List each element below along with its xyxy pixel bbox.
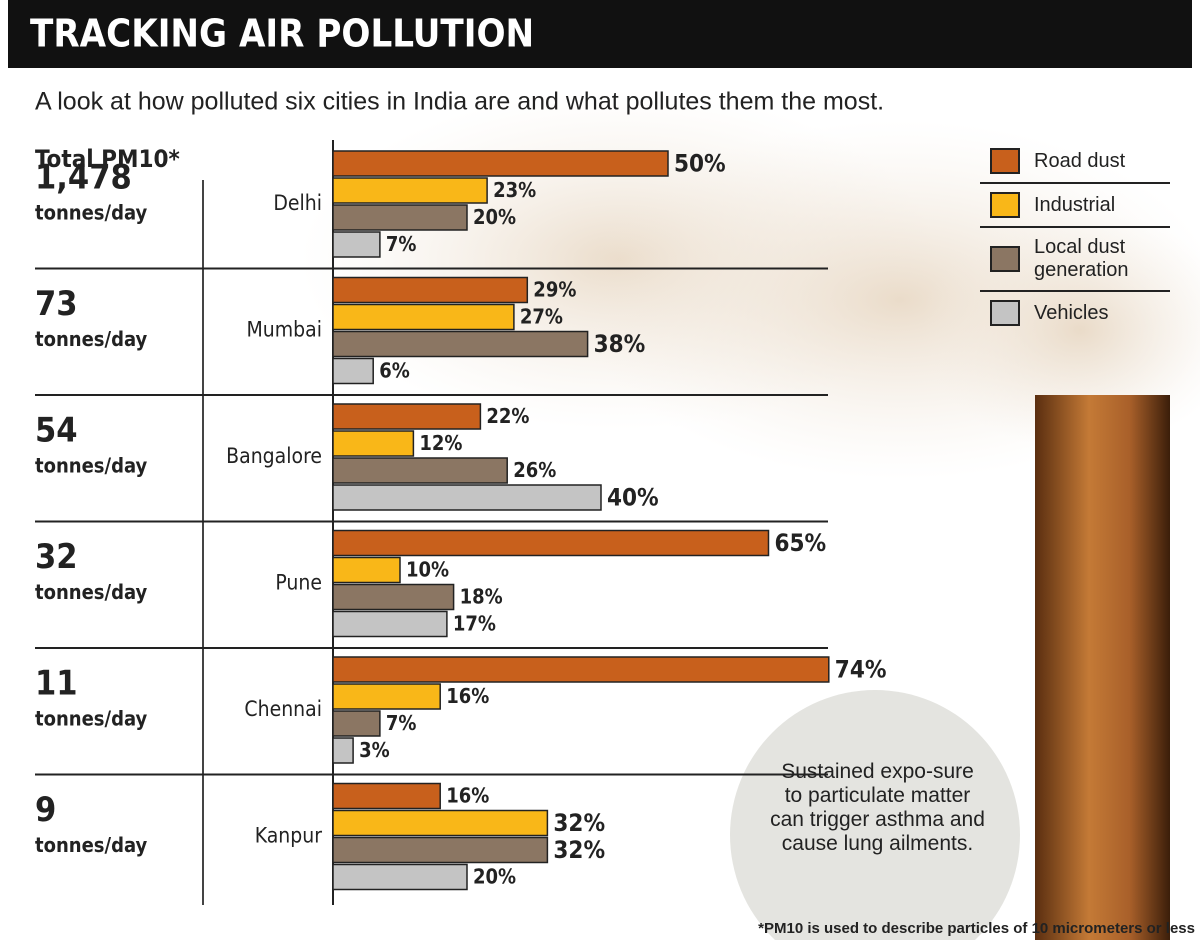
city-label: Mumbai [246, 318, 322, 342]
value-label: 20% [473, 865, 516, 889]
bar [332, 836, 549, 864]
legend-swatch [990, 148, 1020, 174]
value-label: 27% [520, 305, 563, 329]
legend-label: Road dust [1034, 149, 1126, 172]
chart-title: TRACKING AIR POLLUTION [30, 12, 534, 56]
bar [332, 357, 374, 385]
bar [332, 556, 401, 584]
value-label: 26% [513, 458, 556, 482]
city-label: Kanpur [255, 824, 323, 848]
legend-item: Road dust [980, 140, 1170, 184]
value-label: 38% [594, 330, 646, 358]
value-label: 12% [419, 431, 462, 455]
bar [332, 430, 415, 457]
total-unit: tonnes/day [35, 833, 147, 857]
legend: Road dust Industrial Local dust generation… [980, 140, 1170, 334]
total-value: 32 [35, 537, 78, 577]
annotation: Sustained expo-sure to particulate matte… [770, 760, 985, 855]
legend-label: Local dust generation [1034, 236, 1129, 281]
value-label: 17% [453, 612, 496, 636]
bar [332, 303, 515, 331]
total-unit: tonnes/day [35, 707, 147, 731]
bar [332, 809, 549, 837]
value-label: 6% [379, 359, 410, 383]
value-label: 32% [553, 809, 605, 837]
legend-item: Vehicles [980, 292, 1170, 334]
bar [332, 457, 508, 484]
value-label: 18% [460, 585, 503, 609]
total-value: 73 [35, 284, 78, 324]
legend-label: Industrial [1034, 193, 1116, 216]
totals-label: Total PM10* [35, 145, 180, 173]
bar [332, 177, 488, 204]
value-label: 74% [835, 656, 887, 684]
subtitle: A look at how polluted six cities in Ind… [35, 88, 884, 116]
legend-swatch [990, 192, 1020, 218]
total-unit: tonnes/day [35, 201, 147, 225]
value-label: 7% [386, 711, 417, 735]
value-label: 3% [359, 738, 390, 762]
footnote: *PM10 is used to describe particles of 1… [758, 920, 1195, 937]
bar [332, 710, 381, 737]
legend-item: Industrial [980, 184, 1170, 228]
total-unit: tonnes/day [35, 580, 147, 604]
total-value: 11 [35, 664, 78, 704]
value-label: 22% [486, 404, 529, 428]
total-unit: tonnes/day [35, 454, 147, 478]
chimney [1035, 395, 1170, 940]
value-label: 40% [607, 484, 659, 512]
value-label: 20% [473, 205, 516, 229]
header-bar [8, 0, 1192, 68]
total-value: 54 [35, 411, 78, 451]
bar [332, 863, 468, 891]
bar [332, 150, 669, 177]
value-label: 32% [553, 836, 605, 864]
legend-label: Vehicles [1034, 301, 1109, 324]
value-label: 16% [446, 784, 489, 808]
legend-item: Local dust generation [980, 228, 1170, 292]
bar [332, 276, 529, 304]
bar [332, 231, 381, 258]
legend-swatch [990, 246, 1020, 272]
bar [332, 484, 602, 511]
bar [332, 403, 482, 430]
value-label: 7% [386, 232, 417, 256]
bar [332, 330, 589, 358]
value-label: 50% [674, 150, 726, 178]
total-value: 1,478 [35, 158, 132, 198]
value-label: 23% [493, 178, 536, 202]
bar [332, 610, 448, 638]
bar [332, 529, 770, 557]
total-unit: tonnes/day [35, 327, 147, 351]
bar [332, 683, 441, 710]
value-label: 10% [406, 558, 449, 582]
value-label: 65% [775, 529, 827, 557]
legend-swatch [990, 300, 1020, 326]
city-label: Delhi [273, 191, 322, 215]
total-value: 9 [35, 790, 56, 830]
value-label: 29% [533, 278, 576, 302]
city-label: Pune [275, 571, 322, 595]
bar [332, 583, 455, 611]
bar [332, 204, 468, 231]
city-label: Chennai [244, 697, 322, 721]
bar [332, 737, 354, 764]
note-circle [730, 690, 1020, 940]
city-label: Bangalore [226, 444, 322, 468]
value-label: 16% [446, 684, 489, 708]
bar [332, 656, 830, 683]
bar [332, 782, 441, 810]
